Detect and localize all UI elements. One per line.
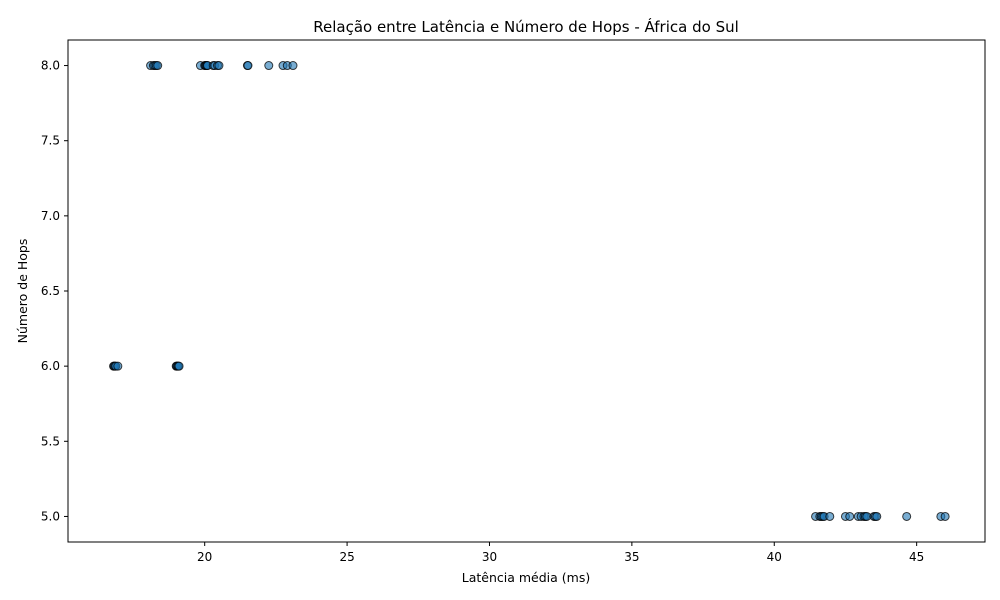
data-point — [845, 511, 855, 521]
data-point — [264, 61, 274, 71]
y-axis-label: Número de Hops — [15, 239, 30, 344]
data-point — [872, 511, 882, 521]
data-point — [113, 361, 123, 371]
y-tick-label: 7.5 — [41, 134, 60, 148]
y-tick-label: 7.0 — [41, 209, 60, 223]
y-tick-label: 5.0 — [41, 509, 60, 523]
data-point — [940, 511, 950, 521]
data-point — [288, 61, 298, 71]
y-tick-label: 5.5 — [41, 434, 60, 448]
data-point — [243, 61, 253, 71]
data-point — [214, 61, 224, 71]
data-point — [902, 511, 912, 521]
data-point — [174, 361, 184, 371]
x-tick-label: 25 — [339, 550, 354, 564]
points-layer — [109, 61, 950, 521]
x-axis: 20 25 30 35 40 45 — [197, 542, 924, 564]
x-tick-label: 35 — [624, 550, 639, 564]
y-tick-label: 8.0 — [41, 59, 60, 73]
x-tick-label: 40 — [767, 550, 782, 564]
y-tick-label: 6.5 — [41, 284, 60, 298]
x-axis-label: Latência média (ms) — [462, 570, 590, 585]
x-tick-label: 20 — [197, 550, 212, 564]
x-tick-label: 45 — [909, 550, 924, 564]
x-tick-label: 30 — [482, 550, 497, 564]
chart-title: Relação entre Latência e Número de Hops … — [313, 17, 739, 36]
data-point — [825, 511, 835, 521]
data-point — [153, 61, 163, 71]
y-axis: 5.0 5.5 6.0 6.5 7.0 7.5 8.0 — [41, 59, 68, 523]
y-tick-label: 6.0 — [41, 359, 60, 373]
